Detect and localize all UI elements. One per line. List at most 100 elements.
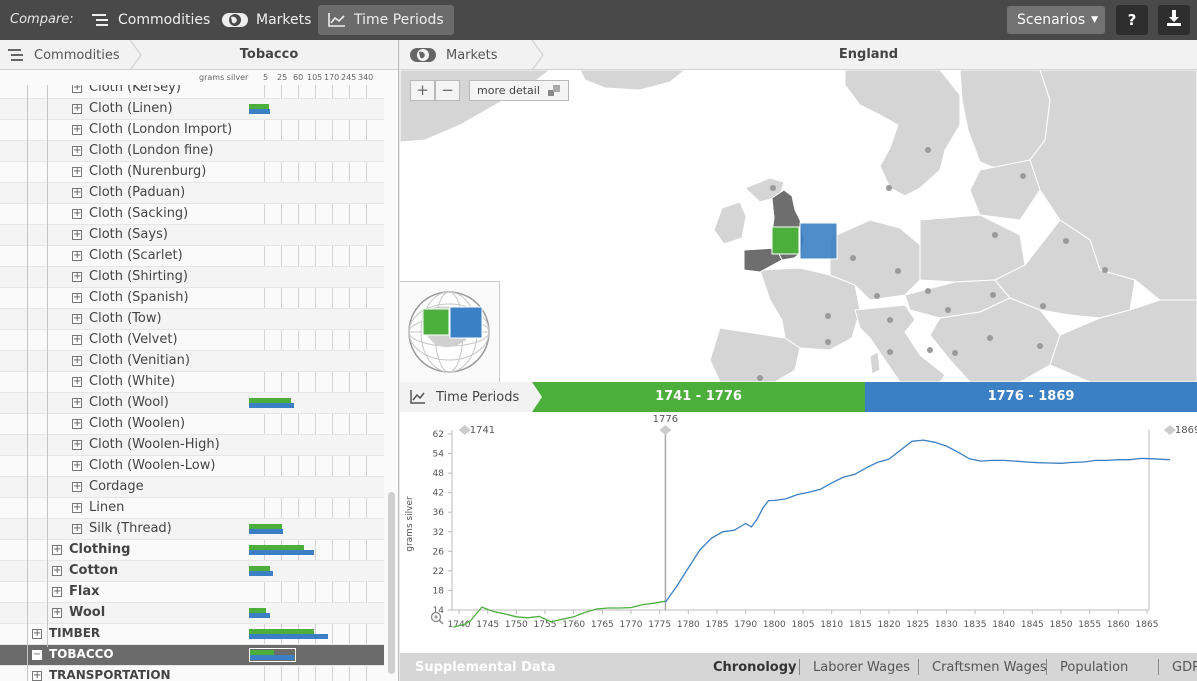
expand-icon[interactable]: + xyxy=(72,502,82,513)
commodity-row[interactable]: + Clothing xyxy=(0,540,384,561)
commodity-row[interactable]: + Cloth (Venitian) xyxy=(0,351,384,372)
supplemental-tab[interactable]: Population xyxy=(1060,660,1129,675)
y-tick-label: 14 xyxy=(433,606,445,616)
commodity-label: Cloth (Kersey) xyxy=(89,85,181,95)
time-periods-header: Time Periods 1741 - 1776 1776 - 1869 xyxy=(400,382,1197,412)
commodity-row[interactable]: + Flax xyxy=(0,582,384,603)
expand-icon[interactable]: + xyxy=(52,607,62,618)
breadcrumb-chevron-icon xyxy=(532,40,544,70)
expand-icon[interactable]: + xyxy=(72,292,82,303)
expand-icon[interactable]: + xyxy=(72,418,82,429)
globe-overview[interactable] xyxy=(400,281,500,382)
commodity-row[interactable]: + Cloth (Wool) xyxy=(0,393,384,414)
markets-tab-button[interactable]: Markets xyxy=(212,5,321,35)
period1-tab[interactable]: 1741 - 1776 xyxy=(532,382,865,412)
tree-scrollbar-thumb[interactable] xyxy=(388,492,395,674)
period2-price-bar xyxy=(249,655,294,660)
expand-icon[interactable]: + xyxy=(72,313,82,324)
zoom-out-button[interactable]: − xyxy=(435,80,460,101)
supplemental-tab[interactable]: Chronology xyxy=(713,660,797,675)
y-axis-label: grams silver xyxy=(405,496,415,552)
help-button[interactable]: ? xyxy=(1116,5,1148,35)
commodity-row[interactable]: + Silk (Thread) xyxy=(0,519,384,540)
scenarios-dropdown[interactable]: Scenarios ▼ xyxy=(1007,6,1105,34)
expand-icon[interactable]: + xyxy=(72,271,82,282)
commodity-label: Cloth (Sacking) xyxy=(89,206,189,221)
commodities-tab-button[interactable]: Commodities xyxy=(82,5,220,35)
expand-icon[interactable]: + xyxy=(72,334,82,345)
supplemental-tab[interactable]: Laborer Wages xyxy=(813,660,910,675)
commodity-row[interactable]: + Wool xyxy=(0,603,384,624)
time-periods-tab-button[interactable]: Time Periods xyxy=(318,5,454,35)
price-scale-axis: grams silver 5 25 60 105 170 245 340 xyxy=(0,71,385,85)
expand-icon[interactable]: + xyxy=(72,85,82,93)
markets-breadcrumb-root[interactable]: Markets xyxy=(400,40,540,70)
commodity-row[interactable]: + Cloth (Woolen) xyxy=(0,414,384,435)
commodity-label: Cloth (Nurenburg) xyxy=(89,164,207,179)
period2-market-marker[interactable] xyxy=(799,222,838,260)
commodities-current-label: Tobacco xyxy=(239,47,299,62)
expand-icon[interactable]: + xyxy=(72,145,82,156)
expand-icon[interactable]: + xyxy=(72,103,82,114)
expand-icon[interactable]: + xyxy=(72,397,82,408)
expand-icon[interactable]: + xyxy=(72,166,82,177)
y-tick-label: 36 xyxy=(433,508,445,518)
expand-icon[interactable]: + xyxy=(72,355,82,366)
expand-icon[interactable]: + xyxy=(52,586,62,597)
period-marker-label: 1776 xyxy=(653,414,678,425)
commodity-row[interactable]: + TIMBER xyxy=(0,624,384,645)
expand-icon[interactable]: + xyxy=(32,670,42,681)
commodity-row[interactable]: + Cloth (Linen) xyxy=(0,99,384,120)
zoom-in-button[interactable]: + xyxy=(410,80,435,101)
expand-icon[interactable]: + xyxy=(72,460,82,471)
commodity-row[interactable]: + Cloth (Tow) xyxy=(0,309,384,330)
more-detail-button[interactable]: more detail xyxy=(469,80,569,101)
zoom-chart-icon[interactable] xyxy=(430,611,444,625)
europe-map[interactable]: + − more detail xyxy=(400,70,1197,382)
commodity-row[interactable]: + Cloth (Scarlet) xyxy=(0,246,384,267)
commodity-row[interactable]: + TRANSPORTATION xyxy=(0,666,384,681)
expand-icon[interactable]: + xyxy=(72,523,82,534)
commodity-row[interactable]: + Cloth (White) xyxy=(0,372,384,393)
commodity-row[interactable]: + Cordage xyxy=(0,477,384,498)
commodity-label: Wool xyxy=(69,605,106,620)
period2-price-bar xyxy=(249,529,283,534)
supplemental-tab[interactable]: Craftsmen Wages xyxy=(932,660,1047,675)
commodity-row[interactable]: + Cloth (Sacking) xyxy=(0,204,384,225)
expand-icon[interactable]: + xyxy=(72,229,82,240)
commodity-label: Cloth (Linen) xyxy=(89,101,173,116)
expand-icon[interactable]: + xyxy=(72,439,82,450)
download-button[interactable] xyxy=(1158,5,1190,35)
commodities-breadcrumb-root[interactable]: Commodities xyxy=(0,40,138,70)
commodity-row[interactable]: + Cloth (London Import) xyxy=(0,120,384,141)
expand-icon[interactable]: + xyxy=(32,628,42,639)
commodity-row[interactable]: + Linen xyxy=(0,498,384,519)
expand-icon[interactable]: + xyxy=(52,565,62,576)
expand-icon[interactable]: + xyxy=(72,124,82,135)
commodity-row[interactable]: + Cloth (Spanish) xyxy=(0,288,384,309)
collapse-icon[interactable]: − xyxy=(32,649,42,660)
commodity-row[interactable]: + Cloth (London fine) xyxy=(0,141,384,162)
expand-icon[interactable]: + xyxy=(72,208,82,219)
expand-icon[interactable]: + xyxy=(72,376,82,387)
period2-tab[interactable]: 1776 - 1869 xyxy=(865,382,1197,412)
commodity-row[interactable]: + Cloth (Says) xyxy=(0,225,384,246)
commodity-label: TOBACCO xyxy=(49,647,114,661)
expand-icon[interactable]: + xyxy=(72,187,82,198)
expand-icon[interactable]: + xyxy=(72,250,82,261)
commodity-row[interactable]: + Cloth (Kersey) xyxy=(0,85,384,99)
commodity-row[interactable]: + Cloth (Woolen-Low) xyxy=(0,456,384,477)
price-chart[interactable]: 14 18 22 26 32 36 42 48 54 62 grams silver 1740 1745… xyxy=(400,412,1197,653)
commodity-row[interactable]: − TOBACCO xyxy=(0,645,384,666)
commodity-row[interactable]: + Cloth (Woolen-High) xyxy=(0,435,384,456)
commodity-row[interactable]: + Cloth (Nurenburg) xyxy=(0,162,384,183)
expand-icon[interactable]: + xyxy=(72,481,82,492)
commodity-row[interactable]: + Cloth (Paduan) xyxy=(0,183,384,204)
supplemental-tab[interactable]: GDP xyxy=(1172,660,1197,675)
commodity-row[interactable]: + Cloth (Shirting) xyxy=(0,267,384,288)
period1-market-marker[interactable] xyxy=(771,226,800,255)
commodity-row[interactable]: + Cloth (Velvet) xyxy=(0,330,384,351)
expand-icon[interactable]: + xyxy=(52,544,62,555)
commodity-row[interactable]: + Cotton xyxy=(0,561,384,582)
